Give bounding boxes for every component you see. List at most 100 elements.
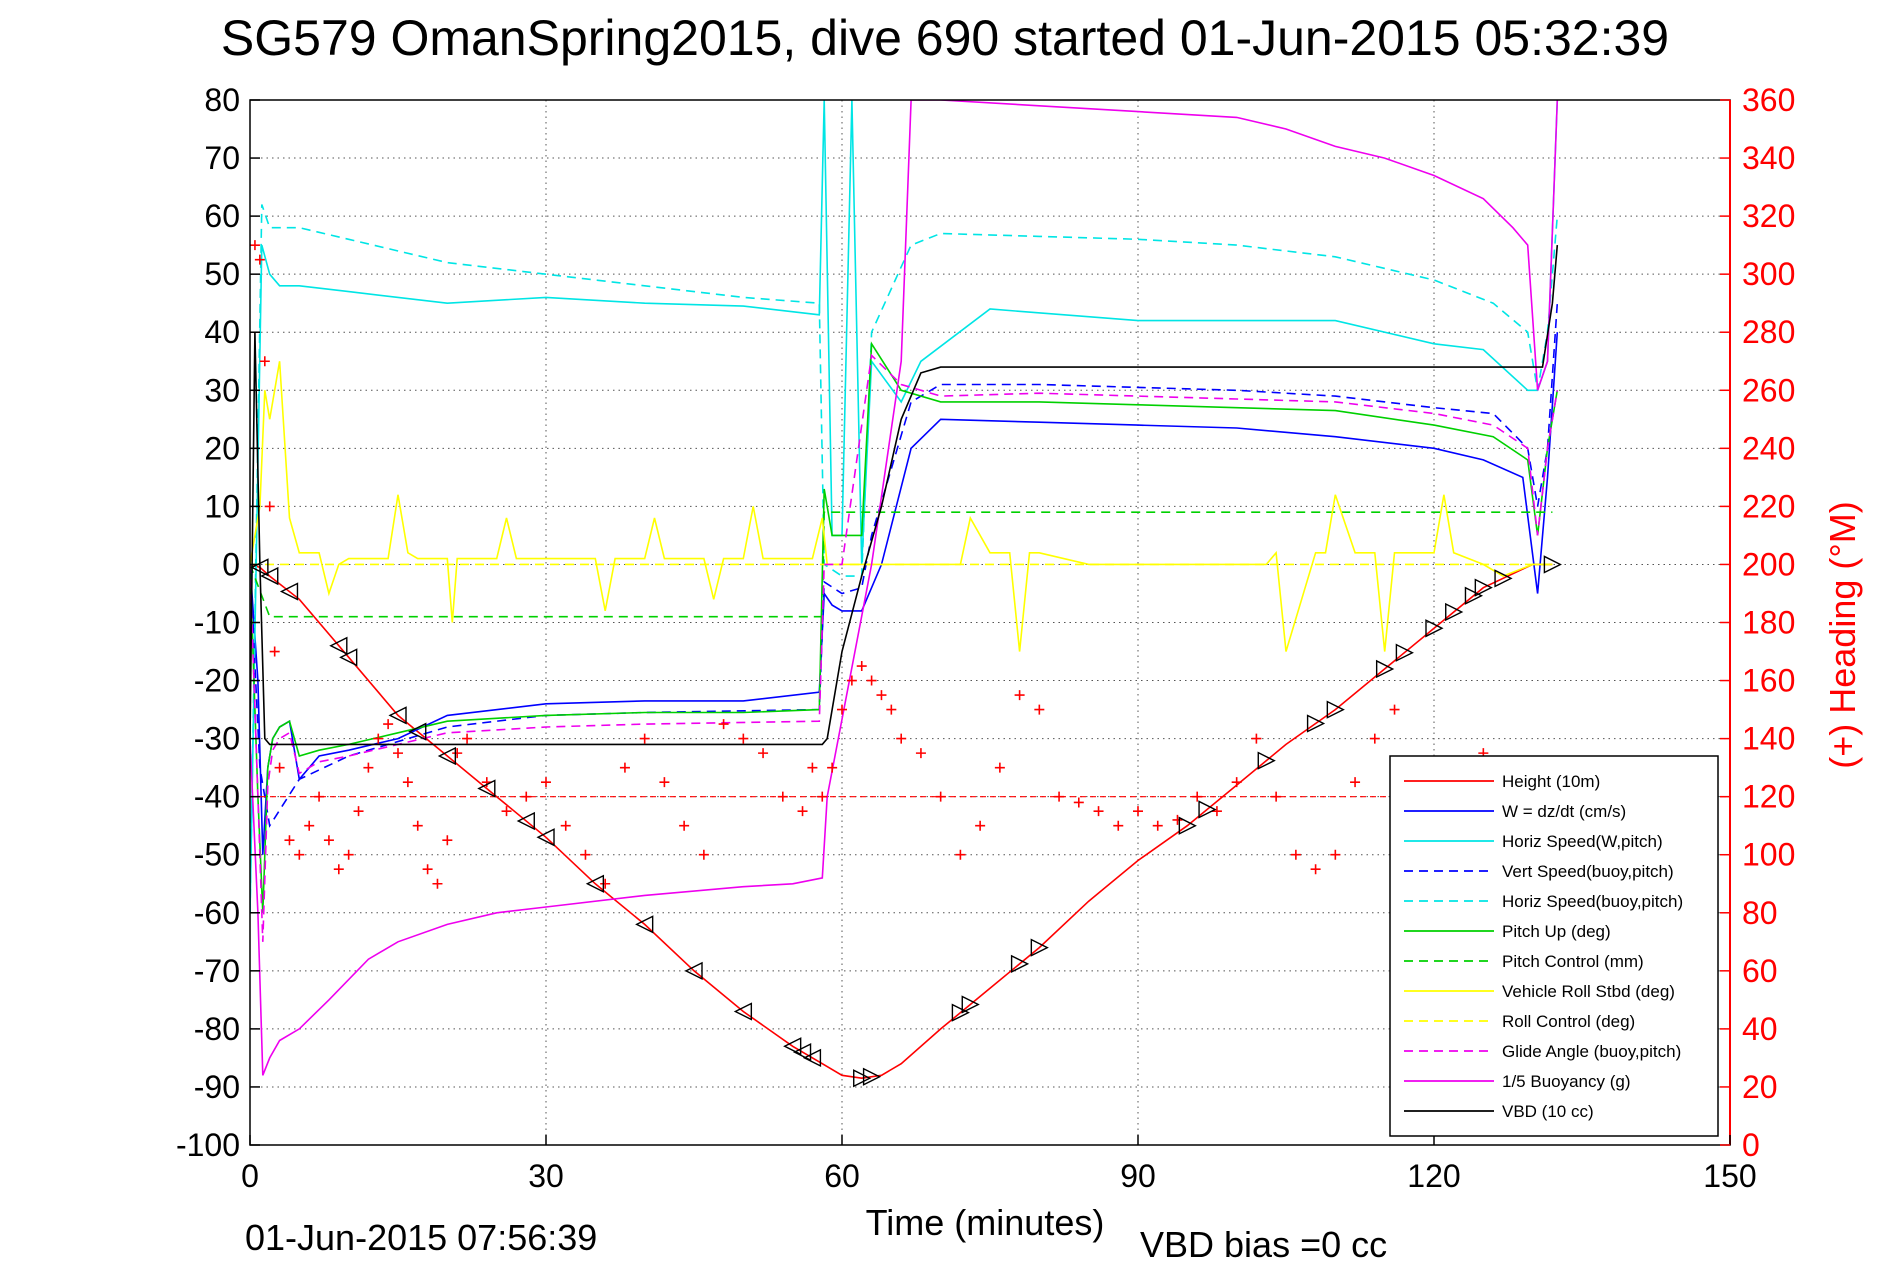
series-vehicle-roll-stbd-deg [250,361,1553,652]
heading-point [1369,733,1380,744]
y-tick-label: -70 [194,953,240,989]
heading-point [619,762,630,773]
series-1-5-buoyancy-g [250,100,1559,1076]
heading-point [462,733,473,744]
triangle-marker [329,636,348,655]
triangle-marker [388,706,407,725]
heading-point [659,777,670,788]
heading-point [935,791,946,802]
series-pitch-control-mm [250,511,1553,618]
y-tick-label: -90 [194,1069,240,1105]
heading-point [412,820,423,831]
heading-point [896,733,907,744]
heading-point [758,748,769,759]
heading-point [886,704,897,715]
triangle-marker [1425,619,1444,638]
triangle-marker [1010,954,1030,973]
heading-point [1389,704,1400,715]
y-ticks-left: 80 70 60 50 40 30 20 10 0 -10 -20 -30 -40 -50 -60 -70 -8… [176,82,260,1163]
triangle-marker [1474,578,1493,597]
legend-label: Vehicle Roll Stbd (deg) [1502,982,1675,1001]
triangle-marker [536,828,555,847]
heading-point [1310,864,1321,875]
legend-label: Height (10m) [1502,772,1600,791]
heading-point [432,878,443,889]
x-ticks: 0 30 60 90 120 150 [241,1135,1757,1194]
heading-point [1172,814,1183,825]
x-tick-label: 60 [824,1158,860,1194]
y-right-tick-label: 180 [1742,605,1795,641]
y-tick-label: 10 [204,488,240,524]
x-tick-label: 30 [528,1158,564,1194]
heading-point [304,820,315,831]
heading-point [866,675,877,686]
legend-label: Vert Speed(buoy,pitch) [1502,862,1674,881]
series-glide-angle-buoy-pitch [250,353,1559,942]
series-horiz-speed-w-pitch [250,100,1559,913]
y-right-tick-label: 260 [1742,372,1795,408]
y-tick-label: -40 [194,779,240,815]
x-axis-label: Time (minutes) [866,1202,1105,1243]
y-tick-label: -60 [194,895,240,931]
triangle-marker [684,961,703,980]
legend: Height (10m) W = dz/dt (cm/s) Horiz Speed(… [1389,755,1719,1137]
heading-point [797,806,808,817]
y-right-tick-label: 220 [1742,488,1795,524]
heading-point [1133,806,1143,817]
triangle-marker [260,566,279,586]
heading-point [876,690,887,701]
y-tick-label: 50 [204,256,240,292]
heading-point [1290,849,1301,860]
heading-point [955,849,966,860]
y-right-tick-label: 80 [1742,895,1778,931]
triangle-marker [1464,586,1484,605]
legend-label: VBD (10 cc) [1502,1102,1594,1121]
legend-label: Roll Control (deg) [1502,1012,1635,1031]
heading-point [402,777,413,788]
triangle-marker [1178,816,1197,835]
triangle-markers [250,555,1562,1088]
y-tick-label: 0 [222,546,240,582]
heading-point [1093,806,1104,817]
heading-point [422,864,433,875]
heading-point [1113,820,1124,831]
heading-point [807,762,818,773]
y-right-tick-label: 280 [1742,314,1795,350]
legend-box [1389,755,1719,1137]
triangle-marker [1030,938,1049,957]
heading-point [1271,791,1282,802]
legend-label: W = dz/dt (cm/s) [1502,802,1626,821]
y-right-tick-label: 40 [1742,1011,1778,1047]
heading-point [269,646,280,657]
legend-label: Pitch Control (mm) [1502,952,1644,971]
triangle-marker [437,746,457,766]
heading-point [254,254,265,265]
heading-point [915,748,926,759]
y-right-tick-label: 160 [1742,663,1795,699]
legend-label: Horiz Speed(W,pitch) [1502,832,1663,851]
heading-point [541,777,551,788]
legend-label: Horiz Speed(buoy,pitch) [1502,892,1683,911]
triangle-marker [1375,659,1395,679]
heading-point [846,675,857,686]
heading-point [639,733,650,744]
series-w-dz-dt-cm-s [250,332,1559,855]
triangle-marker [516,811,535,831]
heading-point [363,762,374,773]
heading-point [284,835,295,846]
series-height-10m [250,563,1553,1080]
triangle-marker [408,722,427,741]
x-tick-label: 90 [1120,1158,1156,1194]
heading-point [274,762,285,773]
heading-point [1231,777,1242,788]
y-right-tick-label: 200 [1742,546,1795,582]
heading-point [1251,733,1262,744]
triangle-marker [1445,602,1464,622]
series-vbd-10-cc [250,245,1559,746]
chart-title: SG579 OmanSpring2015, dive 690 started 0… [221,10,1669,66]
y-tick-label: 70 [204,140,240,176]
y-tick-label: -10 [194,605,240,641]
heading-point [1350,777,1361,788]
heading-point [718,719,729,730]
